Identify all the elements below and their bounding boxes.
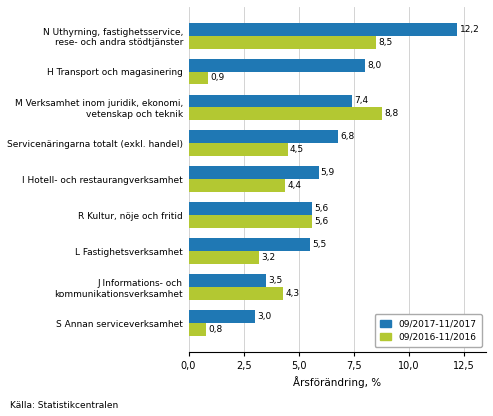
Bar	[188, 274, 266, 287]
Bar	[188, 202, 312, 215]
Bar	[188, 72, 209, 84]
Text: 5,9: 5,9	[321, 168, 335, 177]
Text: 6,8: 6,8	[341, 132, 355, 141]
Text: 8,0: 8,0	[367, 61, 381, 69]
Text: 3,0: 3,0	[257, 312, 271, 321]
Text: 5,6: 5,6	[314, 204, 328, 213]
Bar	[188, 215, 312, 228]
Bar	[188, 179, 285, 192]
Bar	[188, 144, 288, 156]
Text: 0,9: 0,9	[211, 74, 225, 82]
Text: 0,8: 0,8	[209, 325, 222, 334]
Text: 4,4: 4,4	[288, 181, 302, 191]
Text: 4,3: 4,3	[285, 289, 300, 298]
Bar	[188, 323, 206, 336]
Text: 5,6: 5,6	[314, 217, 328, 226]
Bar	[188, 310, 254, 323]
Text: 8,8: 8,8	[385, 109, 399, 119]
Text: 12,2: 12,2	[459, 25, 479, 34]
Bar	[188, 287, 283, 300]
Bar	[188, 107, 383, 120]
Bar	[188, 238, 310, 251]
Text: 4,5: 4,5	[290, 145, 304, 154]
Bar	[188, 131, 338, 144]
Bar	[188, 94, 352, 107]
Bar	[188, 22, 458, 35]
Text: 5,5: 5,5	[312, 240, 326, 249]
Bar	[188, 166, 318, 179]
Text: Källa: Statistikcentralen: Källa: Statistikcentralen	[10, 401, 118, 410]
Text: 7,4: 7,4	[354, 97, 368, 106]
Legend: 09/2017-11/2017, 09/2016-11/2016: 09/2017-11/2017, 09/2016-11/2016	[375, 314, 482, 347]
Bar	[188, 35, 376, 49]
Text: 8,5: 8,5	[378, 37, 392, 47]
Bar	[188, 251, 259, 264]
Bar	[188, 59, 365, 72]
X-axis label: Årsförändring, %: Årsförändring, %	[293, 376, 382, 388]
Text: 3,5: 3,5	[268, 276, 282, 285]
Text: 3,2: 3,2	[261, 253, 276, 262]
